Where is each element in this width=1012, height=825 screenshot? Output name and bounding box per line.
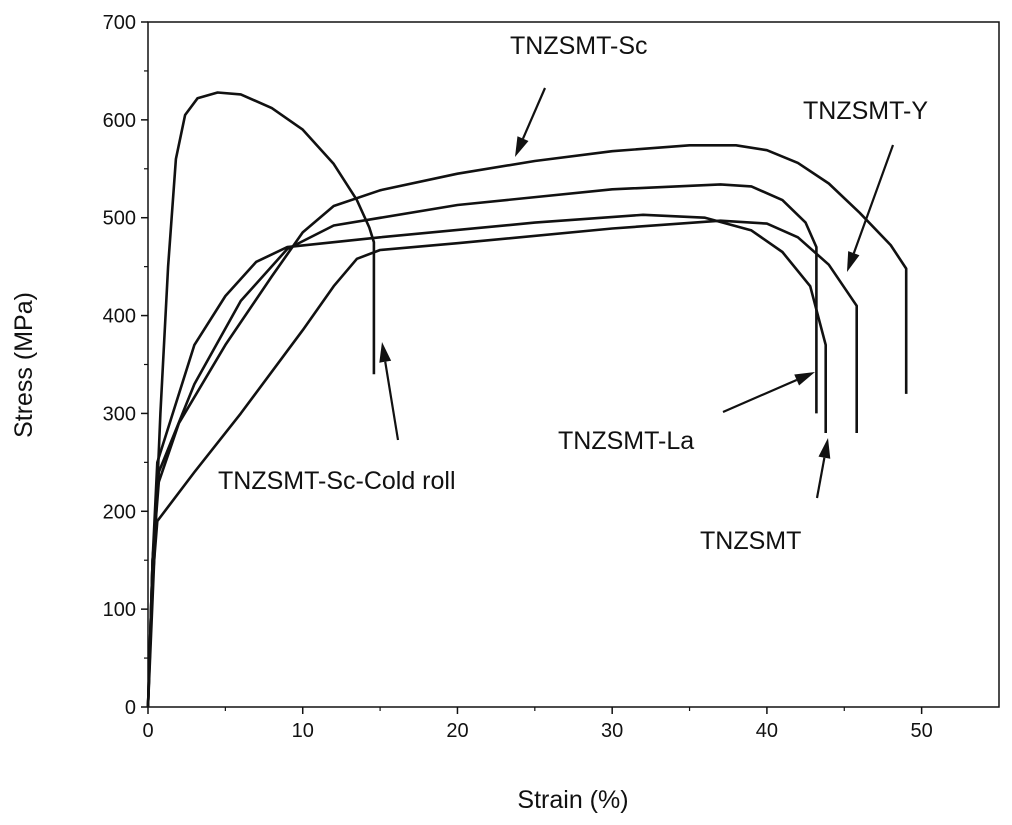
annotation-arrow-head-icon [847, 251, 859, 272]
annotation: TNZSMT-La [558, 372, 815, 455]
annotation-arrow-shaft [523, 88, 545, 139]
x-tick-label: 40 [756, 720, 778, 742]
annotations: TNZSMT-Sc TNZSMT-Y TNZSMT-La TNZSMT TNZSMT-S… [218, 32, 928, 555]
y-tick-label: 200 [103, 501, 136, 523]
annotation-label: TNZSMT-Sc-Cold roll [218, 467, 456, 495]
y-tick-label: 0 [125, 697, 136, 719]
annotation-arrow-head-icon [794, 372, 815, 385]
y-tick-label: 100 [103, 599, 136, 621]
series-line-tnzsmt-sc-cold-roll [148, 93, 374, 708]
annotation-arrow-shaft [385, 362, 398, 440]
annotation: TNZSMT [700, 438, 830, 555]
y-tick-label: 700 [103, 12, 136, 34]
x-axis-label: Strain (%) [517, 786, 628, 814]
series-line-tnzsmt-la [148, 184, 816, 707]
series-line-tnzsmt [148, 215, 826, 707]
y-tick-label: 300 [103, 403, 136, 425]
annotation-arrow-head-icon [515, 136, 528, 157]
annotation-arrow-shaft [723, 380, 797, 412]
annotation-arrow-shaft [854, 145, 893, 253]
y-axis-label: Stress (MPa) [10, 292, 38, 438]
x-tick-label: 20 [446, 720, 468, 742]
annotation-label: TNZSMT-Sc [510, 32, 648, 60]
y-tick-label: 600 [103, 110, 136, 132]
series-line-tnzsmt-sc [148, 145, 906, 707]
stress-strain-chart: 010203040500100200300400500600700 TNZSMT… [0, 0, 1012, 825]
y-tick-label: 400 [103, 306, 136, 328]
annotation: TNZSMT-Sc [510, 32, 648, 157]
x-tick-label: 50 [911, 720, 933, 742]
annotation: TNZSMT-Sc-Cold roll [218, 342, 456, 495]
y-tick-label: 500 [103, 208, 136, 230]
annotation-label: TNZSMT-La [558, 427, 694, 455]
x-tick-label: 30 [601, 720, 623, 742]
annotation-arrow-head-icon [379, 342, 391, 363]
annotation-label: TNZSMT-Y [803, 97, 928, 125]
annotation-label: TNZSMT [700, 527, 801, 555]
series-line-tnzsmt-y [148, 221, 857, 707]
annotation-arrow-head-icon [818, 438, 830, 459]
x-tick-label: 10 [292, 720, 314, 742]
annotation-arrow-shaft [817, 458, 824, 498]
x-tick-label: 0 [142, 720, 153, 742]
annotation: TNZSMT-Y [803, 97, 928, 272]
curves [148, 93, 906, 708]
